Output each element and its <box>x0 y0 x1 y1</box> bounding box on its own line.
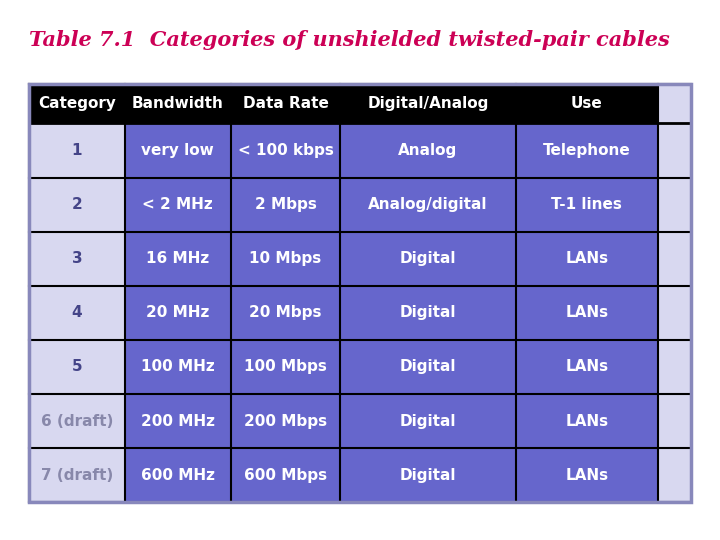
Bar <box>125 394 231 448</box>
Bar <box>29 286 125 340</box>
Text: 2: 2 <box>71 197 82 212</box>
Text: LANs: LANs <box>565 305 608 320</box>
Text: Use: Use <box>571 96 603 111</box>
Text: Digital: Digital <box>400 468 456 483</box>
Text: Category: Category <box>38 96 116 111</box>
Bar <box>231 232 340 286</box>
Text: Bandwidth: Bandwidth <box>132 96 224 111</box>
Bar <box>516 124 658 178</box>
Bar <box>29 232 125 286</box>
Bar <box>231 124 340 178</box>
Bar <box>516 448 658 502</box>
Bar <box>340 178 516 232</box>
Bar <box>29 394 125 448</box>
Bar <box>125 340 231 394</box>
Bar <box>516 232 658 286</box>
Bar <box>340 286 516 340</box>
Bar <box>125 232 231 286</box>
Text: 1: 1 <box>71 143 82 158</box>
Text: LANs: LANs <box>565 468 608 483</box>
Text: 200 Mbps: 200 Mbps <box>244 414 327 429</box>
Bar <box>29 84 691 502</box>
Bar <box>125 178 231 232</box>
Bar <box>340 394 516 448</box>
Bar <box>516 340 658 394</box>
Text: Digital: Digital <box>400 251 456 266</box>
Text: 2 Mbps: 2 Mbps <box>255 197 316 212</box>
Text: Digital: Digital <box>400 414 456 429</box>
Text: 20 MHz: 20 MHz <box>146 305 210 320</box>
Bar <box>231 340 340 394</box>
Text: 100 Mbps: 100 Mbps <box>244 360 327 374</box>
Text: 6 (draft): 6 (draft) <box>40 414 113 429</box>
Bar <box>231 448 340 502</box>
Bar <box>516 394 658 448</box>
Bar <box>125 448 231 502</box>
Text: 16 MHz: 16 MHz <box>146 251 210 266</box>
Bar <box>29 84 125 124</box>
Bar <box>340 84 516 124</box>
Text: Table 7.1  Categories of unshielded twisted-pair cables: Table 7.1 Categories of unshielded twist… <box>29 30 670 50</box>
Text: Telephone: Telephone <box>543 143 631 158</box>
Bar <box>340 448 516 502</box>
Text: Digital/Analog: Digital/Analog <box>367 96 489 111</box>
Text: very low: very low <box>141 143 215 158</box>
Text: < 2 MHz: < 2 MHz <box>143 197 213 212</box>
Text: 4: 4 <box>71 305 82 320</box>
Bar <box>340 340 516 394</box>
Text: T-1 lines: T-1 lines <box>552 197 622 212</box>
Bar <box>231 394 340 448</box>
Text: Analog/digital: Analog/digital <box>368 197 487 212</box>
Text: 20 Mbps: 20 Mbps <box>249 305 322 320</box>
Bar <box>29 340 125 394</box>
Text: 10 Mbps: 10 Mbps <box>249 251 322 266</box>
Text: Analog: Analog <box>398 143 457 158</box>
Bar <box>125 286 231 340</box>
Text: 200 MHz: 200 MHz <box>141 414 215 429</box>
Bar <box>516 178 658 232</box>
Bar <box>516 286 658 340</box>
Bar <box>340 124 516 178</box>
Bar <box>340 232 516 286</box>
Text: 100 MHz: 100 MHz <box>141 360 215 374</box>
Text: < 100 kbps: < 100 kbps <box>238 143 333 158</box>
Text: 600 MHz: 600 MHz <box>141 468 215 483</box>
Bar <box>29 448 125 502</box>
Text: LANs: LANs <box>565 360 608 374</box>
Bar <box>231 286 340 340</box>
Text: Digital: Digital <box>400 360 456 374</box>
Text: 7 (draft): 7 (draft) <box>41 468 113 483</box>
Bar <box>125 84 231 124</box>
Bar <box>231 178 340 232</box>
Text: 600 Mbps: 600 Mbps <box>244 468 327 483</box>
Text: 5: 5 <box>71 360 82 374</box>
Text: Digital: Digital <box>400 305 456 320</box>
Bar <box>29 84 691 502</box>
Text: LANs: LANs <box>565 251 608 266</box>
Text: Data Rate: Data Rate <box>243 96 328 111</box>
Bar <box>29 178 125 232</box>
Bar <box>231 84 340 124</box>
Text: 3: 3 <box>71 251 82 266</box>
Bar <box>125 124 231 178</box>
Text: LANs: LANs <box>565 414 608 429</box>
Bar <box>29 124 125 178</box>
Bar <box>516 84 658 124</box>
